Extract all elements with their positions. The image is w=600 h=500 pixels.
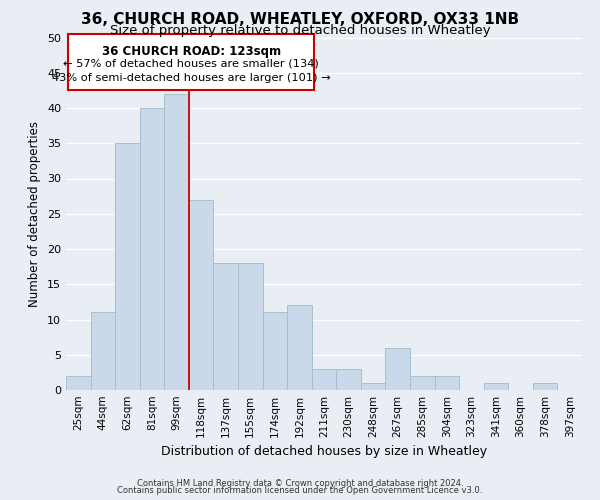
Bar <box>91 312 115 390</box>
Bar <box>410 376 434 390</box>
Bar <box>361 383 385 390</box>
Text: Size of property relative to detached houses in Wheatley: Size of property relative to detached ho… <box>110 24 490 37</box>
Bar <box>263 312 287 390</box>
Bar <box>287 306 312 390</box>
Bar <box>385 348 410 390</box>
Text: Contains HM Land Registry data © Crown copyright and database right 2024.: Contains HM Land Registry data © Crown c… <box>137 478 463 488</box>
Text: 43% of semi-detached houses are larger (101) →: 43% of semi-detached houses are larger (… <box>52 72 331 83</box>
X-axis label: Distribution of detached houses by size in Wheatley: Distribution of detached houses by size … <box>161 446 487 458</box>
Bar <box>434 376 459 390</box>
Y-axis label: Number of detached properties: Number of detached properties <box>28 120 41 306</box>
Bar <box>238 263 263 390</box>
FancyBboxPatch shape <box>68 34 314 90</box>
Bar <box>164 94 189 390</box>
Text: 36 CHURCH ROAD: 123sqm: 36 CHURCH ROAD: 123sqm <box>102 44 281 58</box>
Bar <box>214 263 238 390</box>
Bar <box>312 369 336 390</box>
Bar <box>533 383 557 390</box>
Bar <box>115 143 140 390</box>
Text: 36, CHURCH ROAD, WHEATLEY, OXFORD, OX33 1NB: 36, CHURCH ROAD, WHEATLEY, OXFORD, OX33 … <box>81 12 519 26</box>
Bar <box>66 376 91 390</box>
Bar <box>140 108 164 390</box>
Bar <box>189 200 214 390</box>
Text: ← 57% of detached houses are smaller (134): ← 57% of detached houses are smaller (13… <box>64 58 319 68</box>
Bar <box>336 369 361 390</box>
Bar <box>484 383 508 390</box>
Text: Contains public sector information licensed under the Open Government Licence v3: Contains public sector information licen… <box>118 486 482 495</box>
